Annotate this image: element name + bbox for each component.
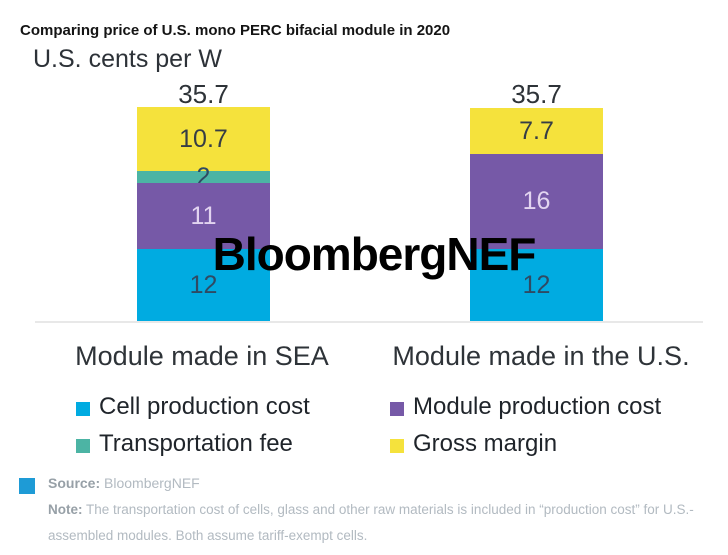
watermark: BloombergNEF (212, 228, 537, 280)
source-value: BloombergNEF (104, 475, 200, 491)
note-label: Note: (48, 502, 83, 517)
legend-label: Gross margin (413, 430, 558, 457)
bar-segment-sea-gross-margin: 10.7 (137, 107, 270, 171)
bar-segment-sea-transportation-fee: 2 (137, 163, 270, 191)
category-label-us: Module made in the U.S. (392, 341, 690, 371)
bar-segment-sea-cell-production-cost: 12 (137, 249, 270, 321)
bar-segment-us-gross-margin: 7.7 (470, 108, 603, 154)
legend-item-gross-margin: Gross margin (390, 430, 557, 458)
legend-swatch-cell-production-cost (76, 401, 90, 416)
total-label-us: 35.7 (511, 79, 562, 109)
note-body: The transportation cost of cells, glass … (48, 502, 694, 543)
bar-segment-sea-module-production-cost: 11 (137, 183, 270, 249)
total-label-sea: 35.7 (178, 79, 229, 109)
legend-swatch-transportation-fee (76, 438, 90, 453)
chart-title: Comparing price of U.S. mono PERC bifaci… (20, 22, 451, 39)
legend-swatch-gross-margin (390, 438, 404, 453)
legend-label: Transportation fee (99, 430, 293, 457)
bar-us: 7.7 16 12 (470, 108, 603, 321)
source-line: Source: BloombergNEF (48, 475, 200, 491)
x-axis-line (35, 321, 703, 323)
unit-label: U.S. cents per W (33, 45, 222, 73)
source-label: Source: (48, 475, 101, 491)
category-label-sea: Module made in SEA (75, 341, 329, 371)
legend-swatch-module-production-cost (390, 401, 404, 416)
bar-segment-us-module-production-cost: 16 (470, 154, 603, 249)
legend-item-module-production-cost: Module production cost (390, 393, 661, 421)
note-text: Note: The transportation cost of cells, … (48, 497, 724, 549)
legend-label: Module production cost (413, 393, 662, 420)
legend-item-transportation-fee: Transportation fee (76, 430, 293, 458)
legend-item-cell-production-cost: Cell production cost (76, 393, 310, 421)
bar-segment-us-cell-production-cost: 12 (470, 249, 603, 321)
bar-sea: 10.7 2 11 12 (137, 107, 270, 321)
legend-label: Cell production cost (99, 393, 310, 420)
source-marker-square (19, 478, 35, 494)
